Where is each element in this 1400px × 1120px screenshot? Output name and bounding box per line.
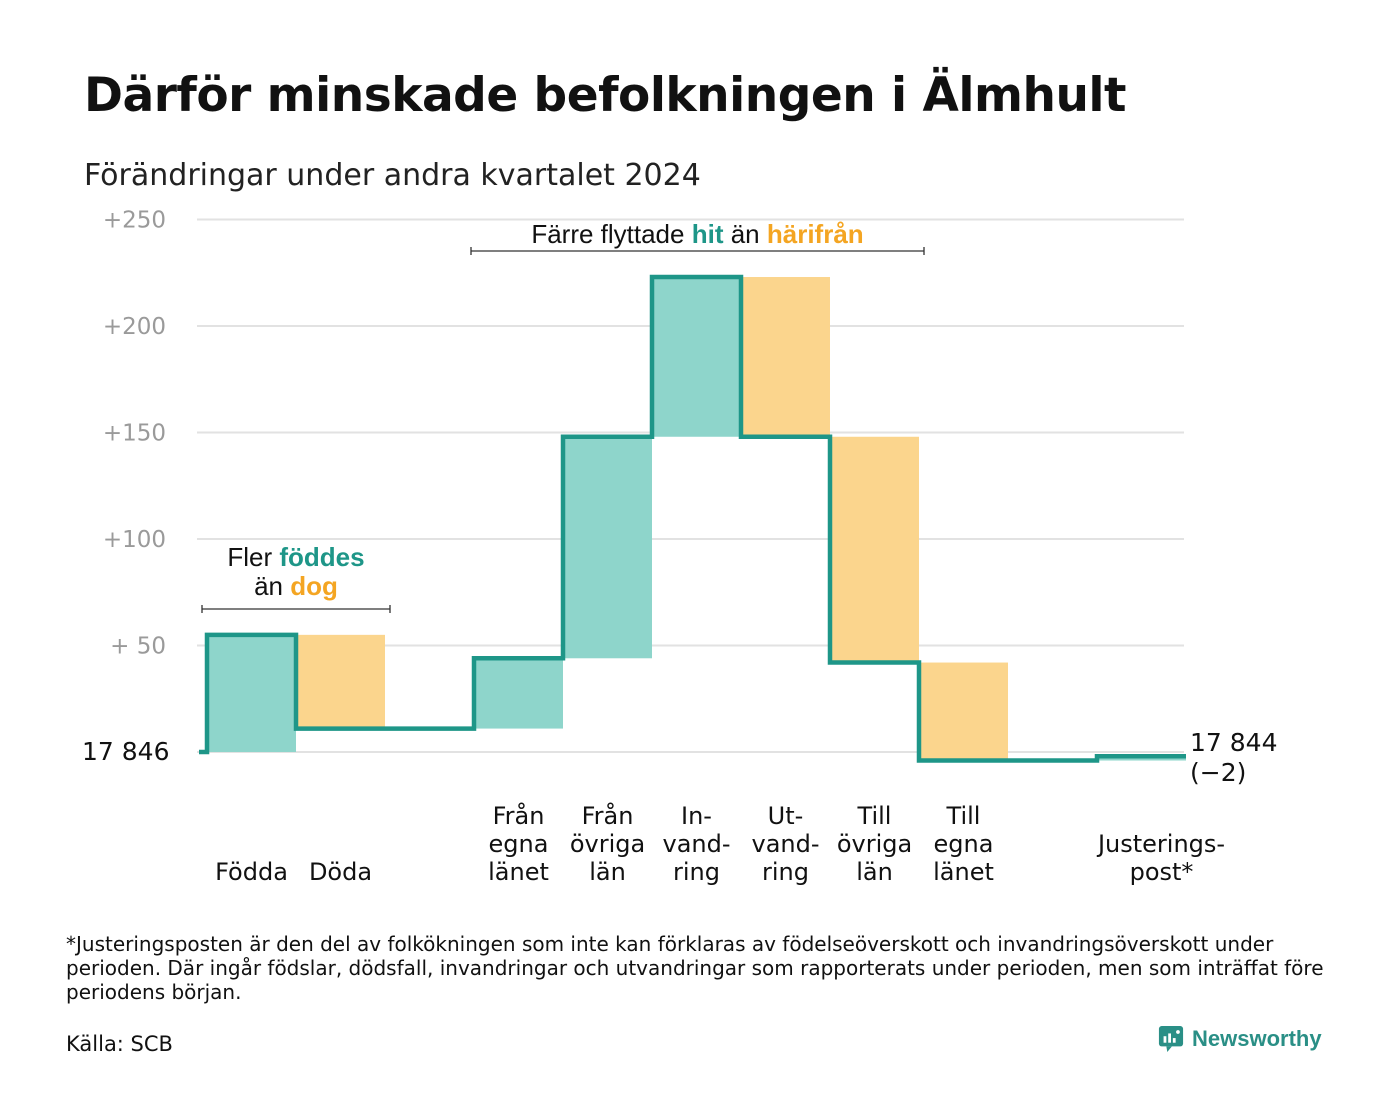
- x-category-label: Från: [493, 801, 545, 830]
- end-value-label: 17 844: [1190, 728, 1277, 757]
- bar: [563, 436, 652, 659]
- x-category-label: Ut-: [768, 802, 804, 830]
- x-category-label: län: [589, 858, 626, 886]
- y-tick-label: +100: [103, 527, 166, 553]
- annotation-text: Fler föddes: [227, 542, 364, 572]
- x-category-label: Från: [582, 801, 634, 830]
- x-category-label: ring: [673, 858, 720, 886]
- step-line-path: [199, 274, 1186, 763]
- footnote: *Justeringsposten är den del av folkökni…: [66, 932, 1324, 1004]
- bar: [830, 436, 919, 663]
- x-category-label: Döda: [309, 858, 372, 886]
- source-credit: Källa: SCB: [66, 1032, 173, 1056]
- x-category-label: Födda: [215, 858, 288, 886]
- x-category-label: länet: [488, 858, 549, 886]
- bar: [919, 662, 1008, 761]
- brand-name: Newsworthy: [1192, 1026, 1322, 1051]
- bar: [652, 277, 741, 437]
- annotation-text: än dog: [254, 571, 338, 601]
- x-category-label: län: [856, 858, 893, 886]
- x-category-label: ring: [762, 858, 809, 886]
- step-line: [199, 274, 1186, 763]
- x-category-label: post*: [1130, 858, 1194, 886]
- bar: [207, 634, 296, 752]
- end-change-label: (−2): [1190, 758, 1246, 787]
- bars: [207, 277, 1186, 761]
- x-category-label: vand-: [751, 830, 819, 858]
- brand-logo: Newsworthy: [1158, 1026, 1322, 1052]
- y-tick-label: +150: [103, 421, 166, 447]
- chart-title: Därför minskade befolkningen i Älmhult: [84, 68, 1127, 123]
- bar: [741, 277, 830, 437]
- y-tick-label: +200: [103, 314, 166, 340]
- x-category-label: övriga: [570, 830, 645, 858]
- x-category-label: övriga: [837, 830, 912, 858]
- bar: [296, 634, 385, 729]
- x-category-label: vand-: [662, 830, 730, 858]
- y-tick-label: + 50: [110, 634, 166, 660]
- newsworthy-logo-icon: [1158, 1026, 1184, 1052]
- chart-subtitle: Förändringar under andra kvartalet 2024: [84, 158, 701, 193]
- x-category-label: Till: [857, 802, 892, 830]
- x-category-label: länet: [933, 858, 994, 886]
- baseline-value-label: 17 846: [82, 737, 169, 766]
- x-category-label: egna: [489, 830, 549, 858]
- y-tick-label: +250: [103, 208, 166, 234]
- x-category-label: Justerings-: [1096, 830, 1225, 858]
- x-category-label: Till: [946, 802, 981, 830]
- x-category-label: In-: [681, 802, 712, 830]
- annotation-text: Färre flyttade hit än härifrån: [531, 219, 863, 249]
- bar: [474, 658, 563, 729]
- x-category-label: egna: [934, 830, 994, 858]
